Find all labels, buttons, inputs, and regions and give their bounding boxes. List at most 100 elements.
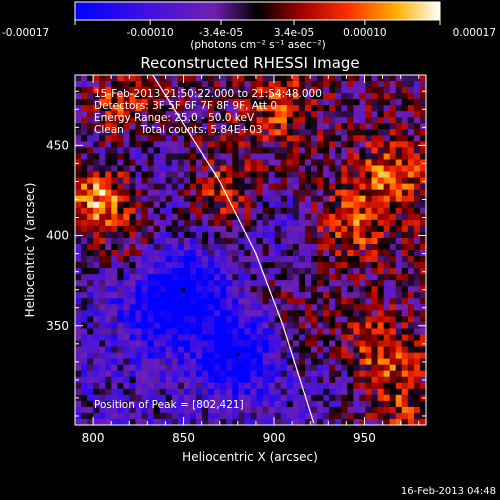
x-tick-label: 900 [263, 431, 286, 445]
heatmap-cell [329, 183, 336, 191]
heatmap-cell [129, 159, 137, 167]
heatmap-cell [317, 346, 324, 354]
heatmap-cell [141, 316, 149, 324]
heatmap-cell [232, 147, 239, 155]
heatmap-cell [165, 412, 173, 420]
heatmap-cell [274, 316, 282, 324]
heatmap-cell [220, 87, 227, 94]
heatmap-cell [395, 358, 403, 366]
heatmap-cell [329, 322, 336, 330]
heatmap-cell [99, 183, 106, 191]
heatmap-cell [183, 268, 191, 275]
heatmap-cell [383, 171, 391, 179]
heatmap-cell [347, 189, 354, 197]
heatmap-cell [123, 352, 131, 360]
heatmap-cell [286, 388, 294, 396]
heatmap-cell [395, 177, 403, 185]
heatmap-cell [292, 153, 300, 161]
heatmap-cell [395, 225, 403, 233]
heatmap-cell [244, 394, 252, 402]
heatmap-cell [311, 159, 318, 167]
heatmap-cell [123, 250, 131, 257]
heatmap-cell [177, 412, 185, 420]
heatmap-cell [317, 171, 324, 179]
heatmap-cell [171, 99, 179, 106]
heatmap-cell [99, 370, 106, 378]
heatmap-cell [117, 346, 125, 354]
heatmap-cell [93, 370, 100, 378]
heatmap-cell [365, 87, 373, 94]
heatmap-cell [159, 310, 167, 317]
heatmap-cell [208, 274, 215, 281]
heatmap-cell [226, 250, 233, 257]
heatmap-cell [401, 316, 409, 324]
heatmap-cell [280, 213, 288, 221]
heatmap-cell [147, 280, 155, 287]
heatmap-cell [413, 262, 421, 269]
heatmap-cell [226, 304, 233, 311]
heatmap-cell [135, 388, 143, 396]
heatmap-cell [311, 382, 318, 390]
heatmap-cell [135, 225, 143, 233]
heatmap-cell [75, 418, 82, 425]
heatmap-cell [298, 370, 306, 378]
heatmap-cell [286, 292, 294, 299]
heatmap-cell [365, 135, 373, 142]
heatmap-cell [256, 364, 264, 372]
heatmap-cell [244, 99, 252, 106]
heatmap-cell [311, 237, 318, 245]
heatmap-cell [268, 418, 276, 425]
heatmap-cell [292, 370, 300, 378]
heatmap-cell [202, 75, 209, 82]
heatmap-cell [262, 250, 270, 257]
heatmap-cell [147, 117, 155, 124]
heatmap-cell [87, 322, 94, 330]
heatmap-cell [389, 298, 397, 305]
heatmap-cell [159, 75, 167, 82]
heatmap-cell [323, 207, 330, 215]
heatmap-cell [383, 129, 391, 136]
heatmap-cell [359, 394, 367, 402]
heatmap-cell [105, 177, 112, 185]
heatmap-cell [335, 189, 342, 197]
heatmap-cell [147, 316, 155, 324]
heatmap-cell [244, 111, 252, 118]
heatmap-cell [347, 292, 354, 299]
heatmap-cell [202, 219, 209, 227]
heatmap-cell [189, 316, 197, 324]
heatmap-cell [347, 87, 354, 94]
heatmap-cell [147, 183, 155, 191]
heatmap-cell [165, 105, 173, 112]
heatmap-cell [105, 225, 112, 233]
heatmap-cell [123, 129, 131, 136]
heatmap-cell [286, 280, 294, 287]
heatmap-cell [262, 237, 270, 245]
heatmap-cell [244, 412, 252, 420]
heatmap-cell [317, 213, 324, 221]
heatmap-cell [353, 195, 361, 203]
heatmap-cell [111, 207, 118, 215]
heatmap-cell [292, 129, 300, 136]
heatmap-cell [329, 418, 336, 425]
heatmap-cell [141, 237, 149, 245]
heatmap-cell [183, 418, 191, 425]
heatmap-cell [159, 225, 167, 233]
heatmap-cell [292, 99, 300, 106]
heatmap-cell [75, 237, 82, 245]
heatmap-cell [298, 219, 306, 227]
heatmap-cell [111, 298, 118, 305]
heatmap-cell [99, 171, 106, 179]
heatmap-cell [214, 262, 221, 269]
heatmap-cell [377, 352, 385, 360]
heatmap-cell [208, 250, 215, 257]
heatmap-cell [298, 153, 306, 161]
heatmap-cell [202, 406, 209, 414]
heatmap-cell [159, 93, 167, 100]
heatmap-cell [129, 195, 137, 203]
heatmap-cell [311, 310, 318, 317]
heatmap-cell [244, 243, 252, 251]
heatmap-cell [177, 237, 185, 245]
heatmap-cell [274, 237, 282, 245]
heatmap-cell [401, 322, 409, 330]
heatmap-cell [371, 304, 379, 311]
